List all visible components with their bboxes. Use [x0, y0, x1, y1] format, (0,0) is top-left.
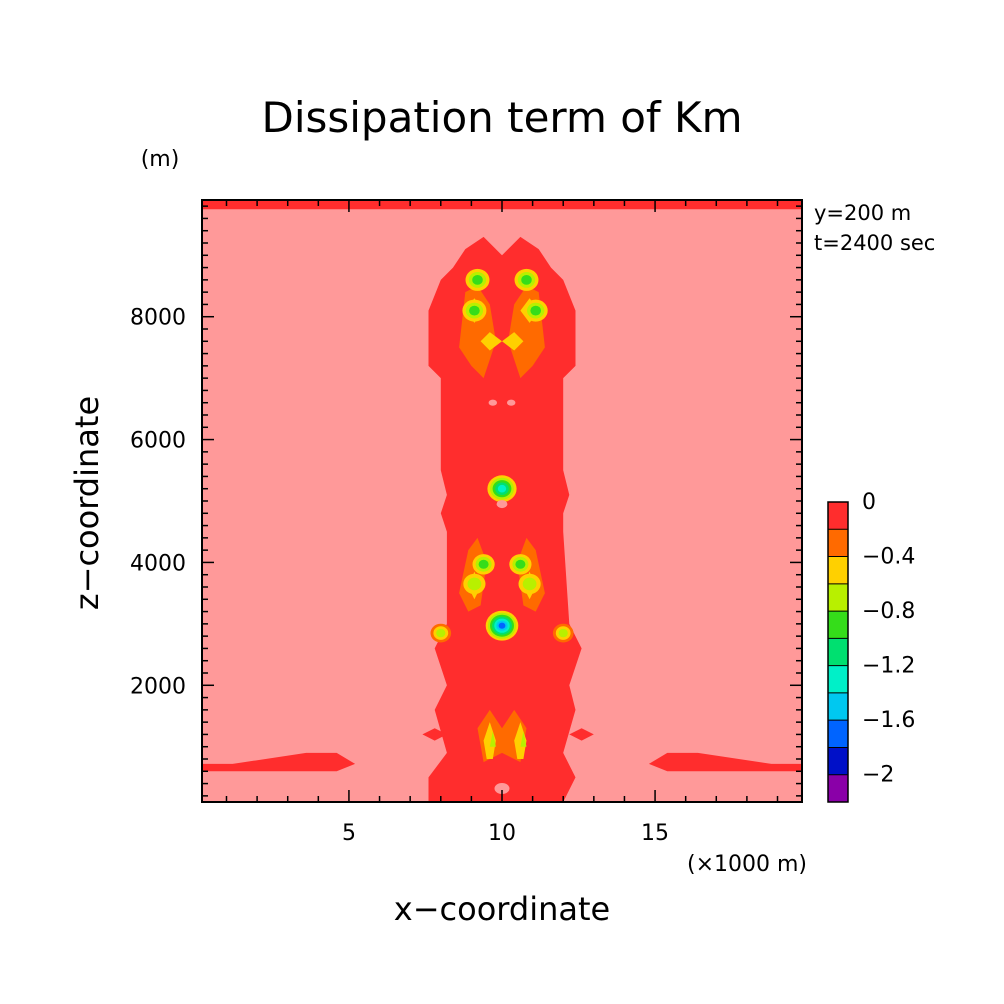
contour-peak-11-level-8	[498, 622, 506, 629]
contour-peak-6-level-3	[467, 577, 482, 591]
colorbar: 0 −0.4 −0.8 −1.2 −1.6 −2	[827, 490, 915, 803]
contour-region-level-0	[569, 728, 594, 741]
colorbar-swatch	[828, 611, 848, 639]
contour-peak-7-level-3	[522, 577, 537, 591]
colorbar-label: −2	[862, 763, 894, 788]
colorbar-swatch	[828, 774, 848, 803]
colorbar-label: 0	[862, 490, 876, 515]
contour-region-level-2	[480, 332, 502, 351]
colorbar-label: −1.6	[862, 708, 915, 733]
contour-peak-0-level-4	[472, 275, 483, 285]
contour-region-level-3	[489, 731, 496, 747]
background-hole-3	[494, 783, 510, 794]
colorbar-swatch	[828, 692, 848, 721]
contour-region-level-0	[648, 752, 802, 772]
y-tick-label: 8000	[130, 306, 186, 331]
colorbar-swatch	[828, 747, 848, 776]
colorbar-frame	[827, 501, 849, 803]
background-hole-1	[507, 399, 516, 406]
contour-peak-5-level-4	[515, 559, 526, 569]
chart-title: Dissipation term of Km	[261, 93, 742, 142]
info-y-label: y=200 m	[814, 201, 911, 225]
contour-peak-4-level-4	[478, 559, 489, 569]
background-hole-0	[488, 399, 497, 406]
contour-peak-3-level-4	[530, 305, 541, 316]
background-hole-2	[496, 500, 508, 509]
y-tick-label: 6000	[130, 429, 186, 454]
x-axis-label: x−coordinate	[394, 890, 610, 928]
axis-ticks	[202, 200, 802, 802]
colorbar-label: −0.8	[862, 599, 915, 624]
plot-area	[202, 200, 802, 802]
x-tick-label: 15	[641, 821, 669, 846]
contour-region-level-0	[422, 728, 447, 741]
contour-peak-9-level-3	[558, 628, 568, 638]
contour-peak-8-level-3	[436, 628, 446, 638]
contour-region-level-0	[202, 752, 356, 772]
x-unit-label: (×1000 m)	[687, 852, 807, 877]
x-tick-label: 10	[488, 821, 516, 846]
colorbar-label: −1.2	[862, 654, 915, 679]
colorbar-swatch	[828, 638, 848, 666]
y-axis-label: z−coordinate	[68, 396, 106, 610]
colorbar-swatch	[828, 665, 848, 694]
contour-peak-10-level-6	[497, 484, 507, 493]
contour-region-level-2	[483, 722, 496, 759]
colorbar-swatch	[828, 502, 848, 530]
contour-region-level-0	[428, 236, 582, 802]
colorbar-swatch	[828, 720, 848, 748]
contour-region-level-2	[514, 722, 527, 759]
colorbar-swatch	[828, 529, 848, 557]
contour-region-level-2	[502, 332, 524, 351]
colorbar-label: −0.4	[862, 545, 915, 570]
y-tick-label: 4000	[130, 551, 186, 576]
y-tick-label: 2000	[130, 674, 186, 699]
colorbar-swatch	[828, 583, 848, 612]
contour-region-level-3	[520, 731, 527, 747]
contour-peak-2-level-4	[469, 305, 480, 316]
info-t-label: t=2400 sec	[814, 231, 935, 255]
y-unit-label: (m)	[141, 147, 180, 172]
contour-peak-1-level-4	[521, 275, 532, 285]
colorbar-swatch	[828, 556, 848, 585]
x-tick-label: 5	[342, 821, 356, 846]
